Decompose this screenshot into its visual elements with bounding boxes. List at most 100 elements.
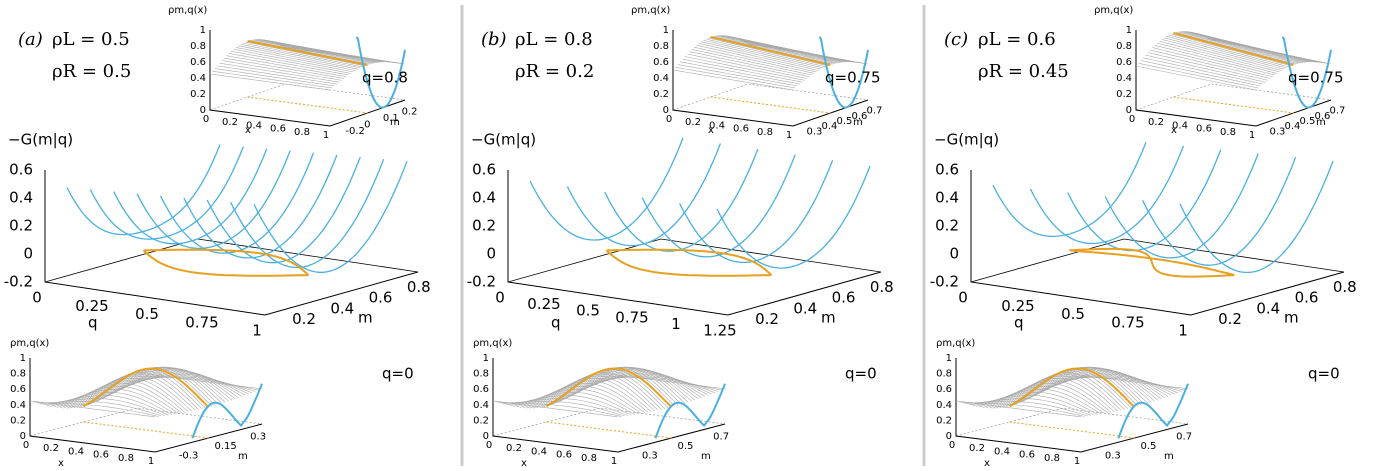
x-axis-label: x [708, 125, 714, 136]
z-tick-label: 0.2 [473, 415, 489, 426]
z-tick-label: -0.2 [467, 273, 496, 291]
surface-line [599, 372, 726, 390]
orange-curve [143, 248, 310, 276]
x-tick-label: 1 [611, 456, 617, 467]
blue-curve [183, 154, 338, 259]
surface-line [245, 41, 366, 67]
x-tick-label: 0.2 [506, 443, 522, 454]
panel-label: (b) [481, 29, 507, 50]
x-axis-label: x [245, 125, 251, 136]
x-tick-label: 0.2 [969, 443, 985, 454]
surface-line [1157, 42, 1278, 74]
x-tick-label: 0.4 [709, 120, 725, 131]
surface-line [249, 40, 370, 65]
surface-line [1019, 366, 1145, 405]
z-axis-label: ρm,q(x) [936, 338, 975, 349]
axis [29, 358, 263, 453]
surface-line [701, 41, 822, 70]
z-tick-label: 0.6 [472, 161, 496, 179]
blue-curve [253, 161, 408, 273]
z-tick-label: 0.2 [935, 217, 959, 235]
z-tick-label: 0 [663, 105, 669, 116]
z-tick-label: 0.6 [10, 384, 26, 395]
m-tick-label: 0.4 [1256, 299, 1280, 317]
z-tick-label: -0.2 [930, 273, 959, 291]
m-axis-label: m [821, 309, 836, 327]
floor-projection [1173, 96, 1294, 114]
q-tick-label: 1 [671, 315, 681, 333]
axis [955, 358, 1189, 453]
z-tick-label: 0 [486, 245, 496, 263]
q-tick-label: 0.5 [576, 302, 600, 320]
m-tick-label: 0.7 [1330, 106, 1346, 117]
surface-line [509, 391, 635, 415]
x-tick-label: 0.8 [757, 127, 773, 138]
surface-line [240, 44, 361, 69]
surface-line [1168, 34, 1289, 68]
z-tick-label: 0 [200, 105, 206, 116]
m-axis-label: m [1164, 451, 1174, 462]
surface-line [221, 60, 342, 81]
x-tick-label: 0 [1129, 114, 1135, 125]
z-tick-label: 0.8 [936, 369, 952, 380]
q-label: q=0 [1308, 365, 1340, 383]
q-axis-label: q [88, 314, 98, 332]
m-tick-label: 0.7 [867, 106, 883, 117]
q-tick-label: 0.25 [75, 297, 108, 315]
z-tick-label: -0.2 [4, 273, 33, 291]
m-axis-label: m [238, 451, 248, 462]
q-tick-label: 0.5 [1061, 305, 1085, 323]
surface-line [233, 48, 354, 73]
floor-back [955, 407, 1189, 437]
surface-line [235, 47, 356, 71]
z-axis-label: −G(m|q) [8, 131, 73, 149]
x-tick-label: 0.4 [246, 120, 262, 131]
blue-curve [355, 36, 406, 109]
z-tick-label: 0.8 [473, 369, 489, 380]
orange-curve [1009, 367, 1136, 408]
floor-back [672, 83, 869, 111]
x-tick-label: 0.6 [733, 124, 749, 135]
rho-left: ρL = 0.5 [52, 29, 130, 50]
axis [970, 170, 1345, 316]
surface-line [226, 55, 347, 77]
m-tick-label: 0.7 [713, 432, 729, 443]
z-tick-label: 1 [663, 25, 669, 36]
rho-left: ρL = 0.8 [515, 29, 593, 50]
m-axis-label: m [853, 117, 863, 128]
panel-label: (c) [944, 29, 968, 50]
q-label: q=0.75 [825, 69, 881, 87]
surface-line [1135, 65, 1257, 91]
floor-projection [83, 421, 209, 439]
surface-line [1062, 372, 1189, 390]
z-tick-label: 0.8 [190, 41, 206, 52]
m-tick-label: 0.2 [402, 106, 418, 117]
x-axis-label: x [521, 458, 527, 469]
z-tick-label: 0.2 [653, 89, 669, 100]
q-tick-label: 0.75 [1111, 313, 1144, 331]
x-tick-label: 0.6 [1196, 124, 1212, 135]
surface-line [214, 68, 335, 87]
z-tick-label: 0.6 [653, 57, 669, 68]
orange-curve [546, 367, 673, 408]
floor-back [492, 407, 726, 437]
orange-curve [83, 367, 210, 408]
x-tick-label: 0.2 [43, 443, 59, 454]
surface-line [1210, 39, 1332, 65]
z-tick-label: 0 [949, 245, 959, 263]
z-tick-label: 0.2 [1116, 89, 1132, 100]
surface-line [708, 37, 829, 67]
floor-back [209, 83, 406, 111]
z-tick-label: 0 [20, 431, 26, 442]
x-tick-label: 0.4 [994, 446, 1010, 457]
surface-line [698, 43, 819, 71]
panel-label: (a) [18, 29, 43, 50]
q-tick-label: 1 [1178, 322, 1188, 340]
m-tick-label: 0.3 [250, 432, 266, 443]
blue-curve [818, 36, 869, 109]
m-tick-label: 0.5 [1300, 116, 1316, 127]
blue-curve [654, 383, 726, 439]
z-tick-label: 0.6 [936, 384, 952, 395]
q-axis-label: q [1014, 314, 1024, 332]
blue-curve [113, 148, 268, 245]
